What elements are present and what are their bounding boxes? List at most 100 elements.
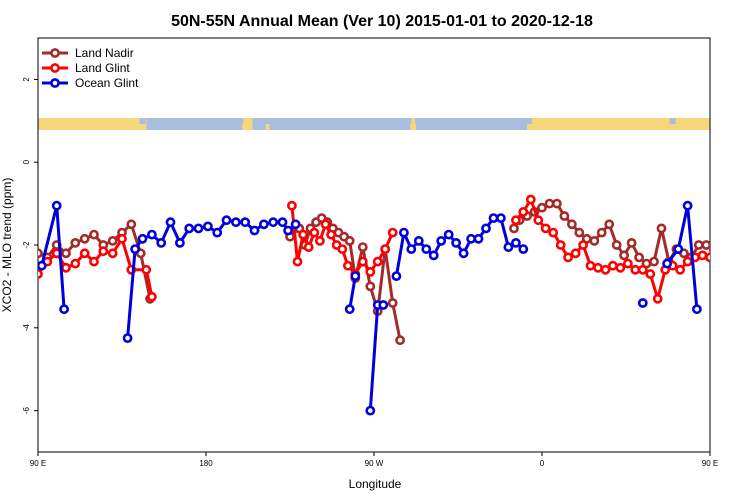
data-point <box>320 219 331 230</box>
data-point <box>357 256 368 267</box>
data-point <box>675 264 685 275</box>
data-point <box>350 271 361 281</box>
data-point <box>61 248 71 259</box>
data-point <box>511 237 521 248</box>
data-point <box>619 250 629 261</box>
coast-detail <box>264 118 271 124</box>
data-point <box>509 223 519 234</box>
coast-detail <box>410 124 417 130</box>
legend-marker <box>50 48 60 58</box>
data-point <box>744 254 750 261</box>
series-line <box>514 198 710 301</box>
data-point <box>292 256 303 267</box>
data-point <box>525 194 536 205</box>
data-point <box>574 227 585 238</box>
data-point <box>286 200 297 211</box>
x-tick-label: 180 <box>199 459 213 468</box>
data-point <box>391 271 402 281</box>
data-point <box>740 239 747 246</box>
data-point <box>221 215 232 226</box>
data-point <box>608 260 618 271</box>
data-point <box>718 237 725 244</box>
data-point <box>184 223 195 234</box>
data-point <box>682 200 693 211</box>
data-point <box>630 264 641 275</box>
data-point <box>458 248 469 259</box>
data-point <box>117 233 127 244</box>
x-tick-label: 90 W <box>365 459 384 468</box>
x-axis-label: Longitude <box>349 477 402 491</box>
data-point <box>697 250 708 261</box>
data-point <box>70 258 81 269</box>
coast-detail <box>242 124 249 130</box>
data-point <box>533 215 544 226</box>
data-point <box>395 335 405 346</box>
data-point <box>656 223 667 234</box>
data-point <box>725 233 732 240</box>
data-point <box>701 240 710 250</box>
ocean-strip <box>415 118 528 130</box>
data-point <box>443 229 454 240</box>
data-point <box>604 219 615 230</box>
ocean-strip <box>146 118 244 130</box>
data-point <box>290 219 301 230</box>
series-ocean-glint <box>38 200 702 416</box>
data-point <box>637 264 648 275</box>
x-axis: 90 E 180 90 W 0 90 E <box>30 452 718 468</box>
coast-detail <box>613 124 620 130</box>
data-point <box>126 219 137 230</box>
data-point <box>626 237 637 248</box>
data-point <box>721 256 728 263</box>
data-point <box>406 244 417 254</box>
data-point <box>326 229 336 240</box>
data-point <box>511 215 521 226</box>
data-point <box>733 229 740 236</box>
data-point <box>736 258 743 265</box>
data-point <box>202 221 213 232</box>
data-point <box>705 252 710 263</box>
data-point <box>89 229 99 240</box>
data-point <box>122 333 133 343</box>
data-point <box>596 227 607 238</box>
coast-detail <box>139 118 146 124</box>
data-point <box>673 244 684 254</box>
legend-label: Land Glint <box>75 61 130 75</box>
series-line <box>665 204 699 310</box>
data-point <box>344 235 355 246</box>
data-point <box>268 217 279 228</box>
ocean-strip <box>269 118 412 130</box>
data-point <box>70 237 81 248</box>
data-point <box>378 300 389 310</box>
data-point <box>589 235 600 246</box>
data-point <box>156 237 167 248</box>
data-point <box>708 245 710 253</box>
data-point <box>342 260 353 271</box>
data-point <box>682 256 693 267</box>
data-point <box>563 252 573 263</box>
data-point <box>645 269 656 279</box>
data-point <box>277 217 288 228</box>
data-point <box>141 264 152 275</box>
data-point <box>79 248 90 259</box>
legend-marker <box>50 63 60 73</box>
y-axis-label: XCO2 - MLO trend (ppm) <box>0 178 14 313</box>
data-point <box>89 256 99 267</box>
data-point <box>649 256 659 267</box>
data-point <box>337 244 348 254</box>
land-ocean-mask <box>38 118 710 130</box>
data-point <box>303 242 314 252</box>
series-line <box>368 303 384 411</box>
data-point <box>637 298 648 308</box>
data-point <box>38 248 43 259</box>
data-point <box>165 217 176 228</box>
data-point <box>714 250 721 257</box>
data-point <box>634 252 644 263</box>
y-tick-label: -2 <box>22 241 31 249</box>
x-tick-label: 0 <box>540 459 545 468</box>
data-point <box>537 202 547 213</box>
data-point <box>600 264 611 275</box>
legend-label: Land Nadir <box>75 46 134 60</box>
data-point <box>585 260 596 271</box>
